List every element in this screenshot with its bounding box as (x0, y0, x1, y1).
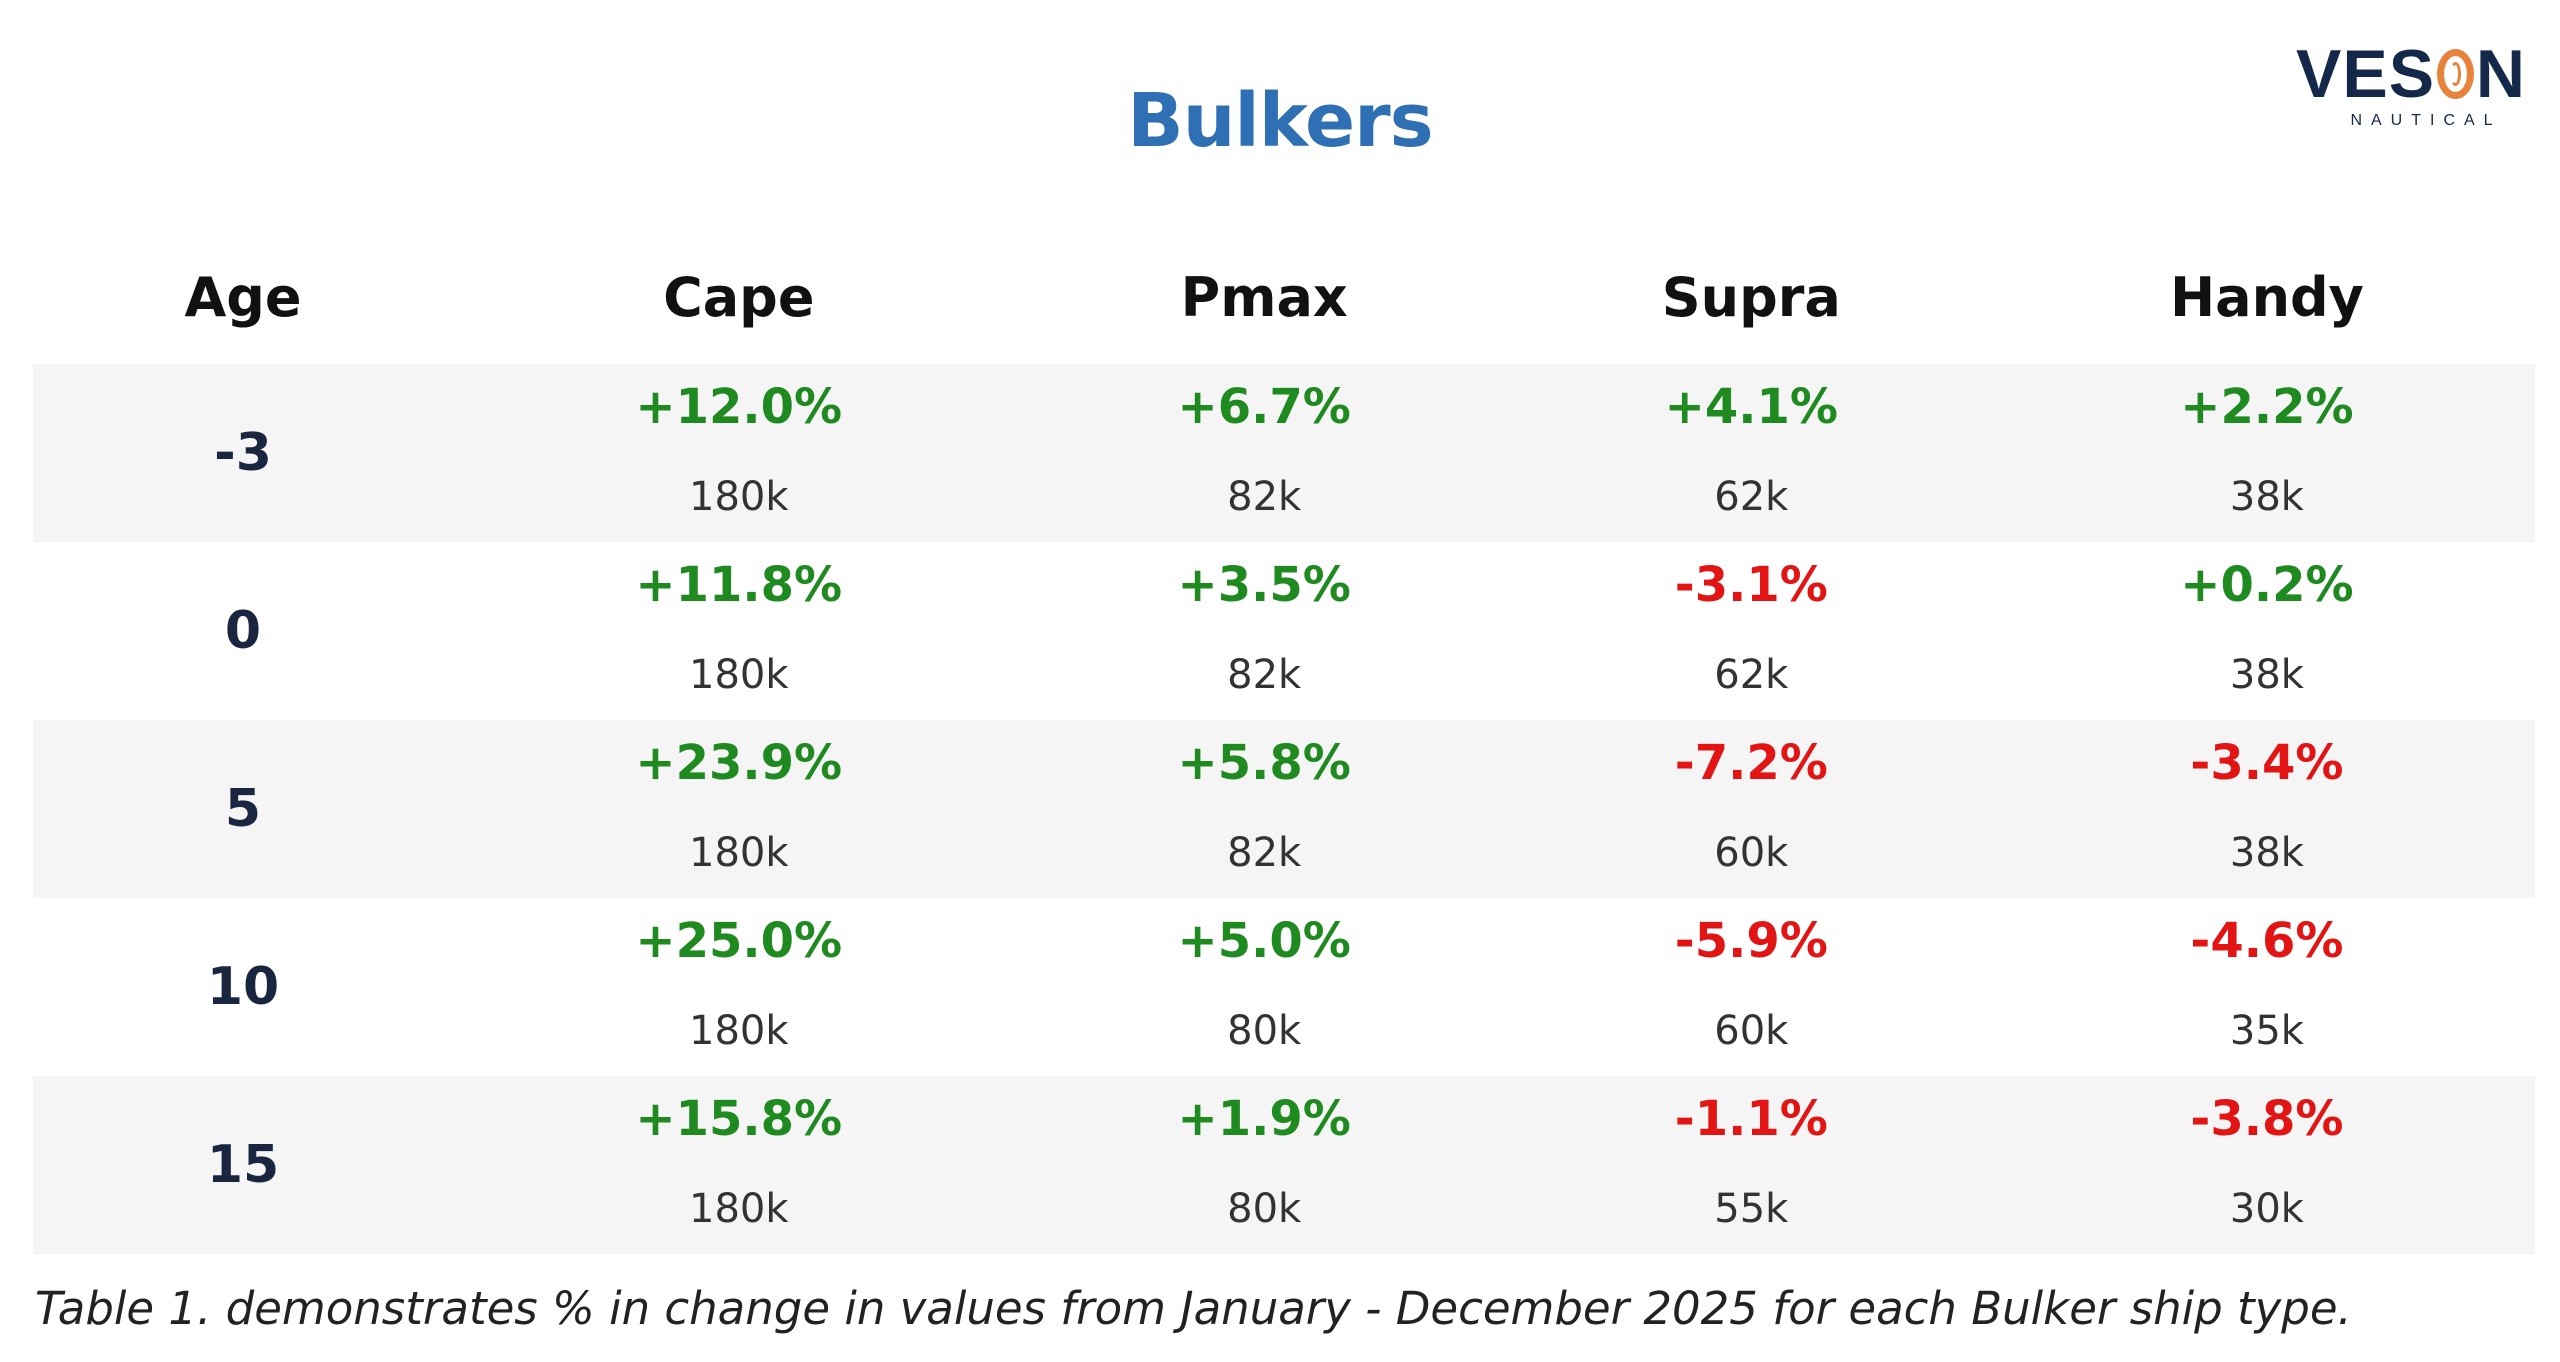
column-header-pmax: Pmax (1180, 265, 1348, 329)
page-title: Bulkers (1127, 78, 1433, 164)
age-cell: -3 (33, 364, 453, 542)
ship-size: 38k (2229, 474, 2304, 520)
value-cell: +6.7% 82k (1024, 364, 1504, 542)
percent-change: +12.0% (635, 379, 843, 435)
logo-swirl-icon (2437, 49, 2474, 99)
percent-change: +0.2% (2180, 557, 2354, 613)
ship-size: 80k (1227, 1008, 1302, 1054)
ship-size: 38k (2229, 652, 2304, 698)
value-cell: +5.0% 80k (1025, 898, 1504, 1076)
column-header-age: Age (184, 265, 302, 329)
ship-size: 180k (689, 1186, 789, 1232)
percent-change: -1.1% (1674, 1091, 1828, 1147)
percent-change: +25.0% (635, 913, 843, 969)
ship-size: 55k (1714, 1186, 1789, 1232)
value-cell: +11.8% 180k (453, 542, 1025, 720)
percent-change: -4.6% (2190, 913, 2344, 969)
percent-change: -3.8% (2190, 1091, 2344, 1147)
age-cell: 15 (33, 1076, 453, 1254)
ship-size: 180k (689, 474, 789, 520)
value-cell: +15.8% 180k (453, 1076, 1025, 1254)
percent-change: +2.2% (2180, 379, 2354, 435)
value-cell: +23.9% 180k (453, 720, 1025, 898)
ship-size: 180k (689, 652, 789, 698)
ship-size: 30k (2229, 1186, 2304, 1232)
table-header-row: Age Cape Pmax Supra Handy (33, 230, 2535, 364)
value-cell: -7.2% 60k (1503, 720, 1999, 898)
age-cell: 10 (206, 957, 280, 1017)
veson-nautical-logo: VES N NAUTICAL (2296, 40, 2526, 130)
age-cell: 5 (33, 720, 453, 898)
percent-change: +5.8% (1177, 735, 1351, 791)
value-cell: +0.2% 38k (1999, 542, 2535, 720)
age-cell: 0 (224, 601, 262, 661)
value-cell: -4.6% 35k (1999, 898, 2535, 1076)
value-cell: +4.1% 62k (1503, 364, 1999, 542)
value-cell: -3.8% 30k (1998, 1076, 2535, 1254)
percent-change: +15.8% (635, 1091, 843, 1147)
percent-change: -3.4% (2190, 735, 2344, 791)
value-cell: -5.9% 60k (1504, 898, 1999, 1076)
logo-wordmark: VES N (2296, 36, 2526, 112)
ship-size: 38k (2229, 830, 2304, 876)
ship-size: 62k (1714, 474, 1789, 520)
value-cell: -1.1% 55k (1503, 1076, 1999, 1254)
value-cell: -3.1% 62k (1504, 542, 1999, 720)
column-header-handy: Handy (2169, 265, 2364, 329)
ship-size: 180k (689, 1008, 789, 1054)
percent-change: +6.7% (1177, 379, 1351, 435)
ship-size: 35k (2229, 1008, 2304, 1054)
value-cell: +1.9% 80k (1024, 1076, 1504, 1254)
table-caption: Table 1. demonstrates % in change in val… (35, 1282, 2352, 1335)
table-row: 10 +25.0% 180k +5.0% 80k -5.9% 60k -4.6% 35k (33, 898, 2535, 1076)
logo-subtitle: NAUTICAL (2350, 112, 2502, 129)
percent-change: -7.2% (1674, 735, 1828, 791)
ship-size: 80k (1227, 1186, 1302, 1232)
ship-size: 60k (1714, 1008, 1789, 1054)
value-cell: +5.8% 82k (1024, 720, 1504, 898)
value-cell: +3.5% 82k (1025, 542, 1504, 720)
table-row: 0 +11.8% 180k +3.5% 82k -3.1% 62k +0.2% 38k (33, 542, 2535, 720)
value-cell: +25.0% 180k (453, 898, 1025, 1076)
ship-size: 60k (1714, 830, 1789, 876)
table-row: -3 +12.0% 180k +6.7% 82k +4.1% 62k +2.2% 38k (33, 364, 2535, 542)
percent-change: +11.8% (635, 557, 843, 613)
column-header-cape: Cape (663, 265, 815, 329)
percent-change: -3.1% (1674, 557, 1828, 613)
ship-size: 82k (1227, 652, 1302, 698)
table-row: 15 +15.8% 180k +1.9% 80k -1.1% 55k -3.8% 30k (33, 1076, 2535, 1254)
ship-size: 82k (1227, 474, 1302, 520)
value-cell: +2.2% 38k (1998, 364, 2535, 542)
ship-size: 62k (1714, 652, 1789, 698)
bulkers-table: Age Cape Pmax Supra Handy -3 +12.0% 180k +6.7% 8… (33, 230, 2535, 1254)
percent-change: +5.0% (1177, 913, 1351, 969)
percent-change: -5.9% (1674, 913, 1828, 969)
value-cell: -3.4% 38k (1998, 720, 2535, 898)
percent-change: +23.9% (635, 735, 843, 791)
table-row: 5 +23.9% 180k +5.8% 82k -7.2% 60k -3.4% 38k (33, 720, 2535, 898)
percent-change: +1.9% (1177, 1091, 1351, 1147)
value-cell: +12.0% 180k (453, 364, 1025, 542)
ship-size: 180k (689, 830, 789, 876)
percent-change: +4.1% (1664, 379, 1838, 435)
ship-size: 82k (1227, 830, 1302, 876)
percent-change: +3.5% (1177, 557, 1351, 613)
column-header-supra: Supra (1661, 265, 1841, 329)
